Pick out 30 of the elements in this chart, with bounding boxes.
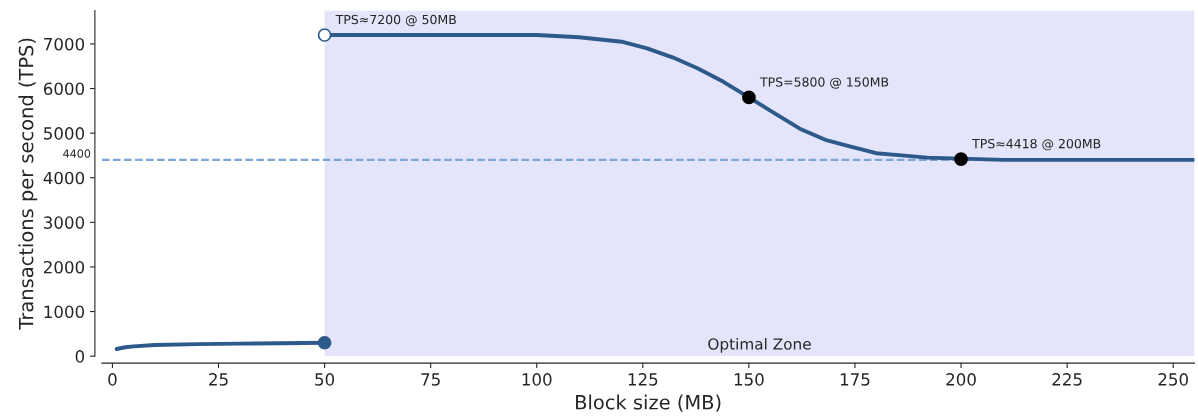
x-tick-label: 150 (734, 373, 764, 386)
x-tick-label: 100 (522, 373, 552, 386)
x-tick-label: 75 (421, 373, 440, 386)
x-axis-title: Block size (MB) (576, 394, 721, 412)
x-tick-label: 125 (628, 373, 658, 386)
y-tick-label: 4000 (43, 171, 85, 185)
x-tick-label: 50 (315, 373, 335, 386)
y-tick-label: 5000 (44, 127, 85, 140)
x-tick-label: 25 (209, 373, 228, 386)
point (954, 152, 968, 166)
y-tick-label: 2000 (43, 260, 85, 274)
ref-line-label: 4400 (63, 149, 91, 158)
y-tick-label: 7000 (44, 37, 85, 51)
x-tick-label: 225 (1052, 373, 1082, 386)
annotation: TPS=5800 @ 150MB (759, 77, 889, 89)
y-tick-label: 1000 (44, 305, 85, 319)
point (742, 90, 756, 105)
x-tick-label: 200 (946, 373, 976, 386)
x-tick-label: 175 (840, 373, 870, 386)
annotation: TPS≈7200 @ 50MB (335, 14, 456, 27)
annotation: TPS≈4418 @ 200MB (972, 138, 1101, 151)
x-tick-label: 250 (1158, 373, 1188, 386)
x-tick-label: 0 (108, 373, 117, 386)
y-axis-title: Transactions per second (TPS) (18, 38, 38, 330)
point (317, 335, 332, 350)
y-tick-label: 6000 (43, 82, 85, 96)
band-label: Optimal Zone (708, 337, 811, 353)
y-tick-label: 3000 (44, 216, 85, 229)
point (317, 28, 332, 42)
y-tick-label: 0 (75, 350, 85, 363)
